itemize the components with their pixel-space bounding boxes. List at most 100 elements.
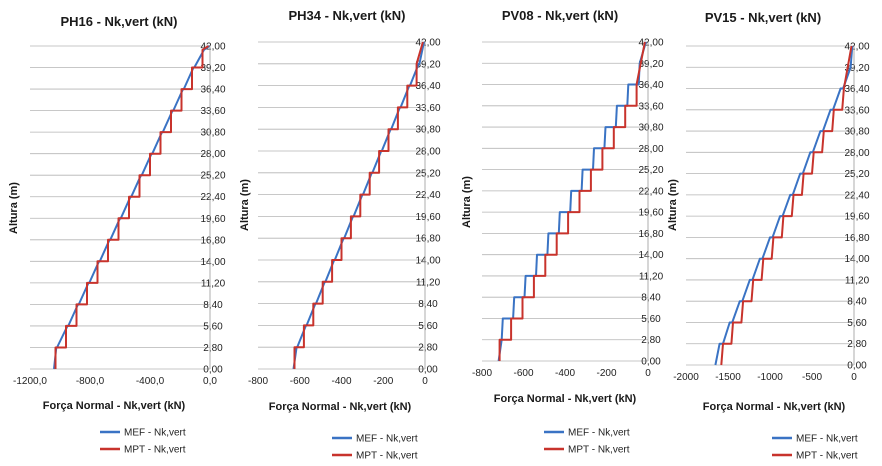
legend-label: MPT - Nk,vert — [124, 445, 186, 456]
series-line-mpt — [720, 45, 853, 366]
y-tick-label: 39,20 — [844, 63, 869, 74]
x-axis-title: Força Normal - Nk,vert (kN) — [43, 400, 186, 412]
chart-panel-2: PH34 - Nk,vert (kN) 0,00 2,80 5,60 8,40 11,20… — [239, 8, 441, 462]
y-tick-label: 25,20 — [415, 168, 440, 179]
y-tick-label: 36,40 — [638, 80, 663, 91]
y-tick-label: 0,00 — [203, 365, 223, 376]
legend-label: MEF - Nk,vert — [796, 434, 858, 445]
x-tick-label: 0 — [422, 376, 428, 387]
chart-title: PH16 - Nk,vert (kN) — [60, 14, 177, 29]
y-tick-label: 8,40 — [203, 300, 223, 311]
x-axis-title: Força Normal - Nk,vert (kN) — [269, 401, 412, 413]
y-tick-label: 30,80 — [638, 123, 663, 134]
y-tick-label: 0,00 — [847, 361, 867, 372]
y-tick-label: 22,40 — [200, 192, 225, 203]
legend-label: MEF - Nk,vert — [568, 428, 630, 439]
x-tick-label: -200 — [596, 368, 616, 379]
y-tick-label: 19,60 — [415, 212, 440, 223]
y-tick-label: 28,00 — [638, 144, 663, 155]
y-tick-label: 42,00 — [200, 42, 225, 53]
y-tick-label: 33,60 — [200, 106, 225, 117]
y-tick-label: 14,00 — [200, 257, 225, 268]
legend-label: MEF - Nk,vert — [356, 434, 418, 445]
x-tick-label: 0,0 — [203, 376, 217, 387]
y-tick-label: 42,00 — [638, 38, 663, 49]
y-tick-label: 16,80 — [200, 235, 225, 246]
chart-panel-1: PH16 - Nk,vert (kN) 0,00 2,80 5,60 8,40 11,20… — [8, 14, 226, 456]
series-line-mpt — [54, 45, 210, 369]
chart-title: PV08 - Nk,vert (kN) — [502, 8, 618, 23]
x-tick-label: -400 — [555, 368, 575, 379]
y-tick-label: 19,60 — [200, 214, 225, 225]
y-tick-label: 22,40 — [638, 186, 663, 197]
y-tick-label: 14,00 — [844, 254, 869, 265]
y-tick-label: 28,00 — [200, 149, 225, 160]
x-tick-label: -400,0 — [136, 376, 165, 387]
chart-title: PH34 - Nk,vert (kN) — [288, 8, 405, 23]
y-tick-label: 22,40 — [844, 190, 869, 201]
y-tick-label: 28,00 — [415, 147, 440, 158]
x-tick-label: -500 — [802, 372, 822, 383]
y-tick-label: 22,40 — [415, 190, 440, 201]
x-tick-label: 0 — [851, 372, 857, 383]
y-tick-label: 11,20 — [639, 271, 664, 282]
y-axis-title: Altura (m) — [8, 182, 20, 234]
y-tick-label: 14,00 — [638, 250, 663, 261]
y-axis-title: Altura (m) — [239, 179, 251, 231]
y-tick-label: 36,40 — [415, 81, 440, 92]
y-tick-label: 5,60 — [847, 318, 867, 329]
y-tick-label: 2,80 — [203, 343, 223, 354]
chart-panel-4: PV15 - Nk,vert (kN) 0,00 2,80 5,60 8,40 11,20… — [667, 10, 870, 462]
y-tick-label: 8,40 — [418, 299, 438, 310]
y-tick-label: 8,40 — [641, 293, 661, 304]
x-tick-label: -1500 — [715, 372, 741, 383]
y-tick-label: 5,60 — [418, 321, 438, 332]
y-tick-label: 39,20 — [638, 59, 663, 70]
chart-title: PV15 - Nk,vert (kN) — [705, 10, 821, 25]
y-tick-label: 2,80 — [418, 343, 438, 354]
y-tick-label: 5,60 — [641, 314, 661, 325]
x-tick-label: -600 — [513, 368, 533, 379]
y-tick-label: 33,60 — [638, 101, 663, 112]
y-tick-label: 33,60 — [415, 103, 440, 114]
y-tick-label: 19,60 — [844, 212, 869, 223]
y-tick-label: 8,40 — [847, 297, 867, 308]
y-tick-label: 28,00 — [844, 148, 869, 159]
legend-label: MPT - Nk,vert — [796, 451, 858, 462]
series-line-mef — [714, 45, 854, 366]
legend-label: MEF - Nk,vert — [124, 428, 186, 439]
y-tick-label: 2,80 — [847, 339, 867, 350]
y-tick-label: 36,40 — [844, 84, 869, 95]
series-line-mpt — [498, 41, 646, 361]
x-tick-label: -1000 — [757, 372, 783, 383]
y-tick-label: 42,00 — [415, 38, 440, 49]
x-tick-label: 0 — [645, 368, 651, 379]
y-tick-label: 39,20 — [415, 59, 440, 70]
y-tick-label: 36,40 — [200, 85, 225, 96]
x-tick-label: -800 — [472, 368, 492, 379]
x-tick-label: -400 — [331, 376, 351, 387]
x-tick-label: -200 — [373, 376, 393, 387]
y-tick-label: 14,00 — [415, 256, 440, 267]
y-tick-label: 39,20 — [200, 63, 225, 74]
y-tick-label: 0,00 — [641, 357, 661, 368]
y-tick-label: 16,80 — [844, 233, 869, 244]
x-tick-label: -800 — [248, 376, 268, 387]
y-tick-label: 2,80 — [641, 335, 661, 346]
series-line-mef — [497, 41, 647, 362]
legend-label: MPT - Nk,vert — [568, 445, 630, 456]
x-axis-title: Força Normal - Nk,vert (kN) — [703, 401, 846, 413]
y-tick-label: 11,20 — [201, 278, 226, 289]
y-tick-label: 33,60 — [844, 105, 869, 116]
y-tick-label: 16,80 — [415, 234, 440, 245]
y-tick-label: 25,20 — [844, 169, 869, 180]
x-axis-title: Força Normal - Nk,vert (kN) — [494, 393, 637, 405]
series-line-mpt — [293, 41, 424, 369]
y-tick-label: 19,60 — [638, 208, 663, 219]
chart-panel-3: PV08 - Nk,vert (kN) 0,00 2,80 5,60 8,40 11,20… — [461, 8, 664, 456]
y-tick-label: 30,80 — [415, 125, 440, 136]
y-tick-label: 16,80 — [638, 229, 663, 240]
y-tick-label: 11,20 — [416, 277, 441, 288]
y-tick-label: 30,80 — [200, 128, 225, 139]
